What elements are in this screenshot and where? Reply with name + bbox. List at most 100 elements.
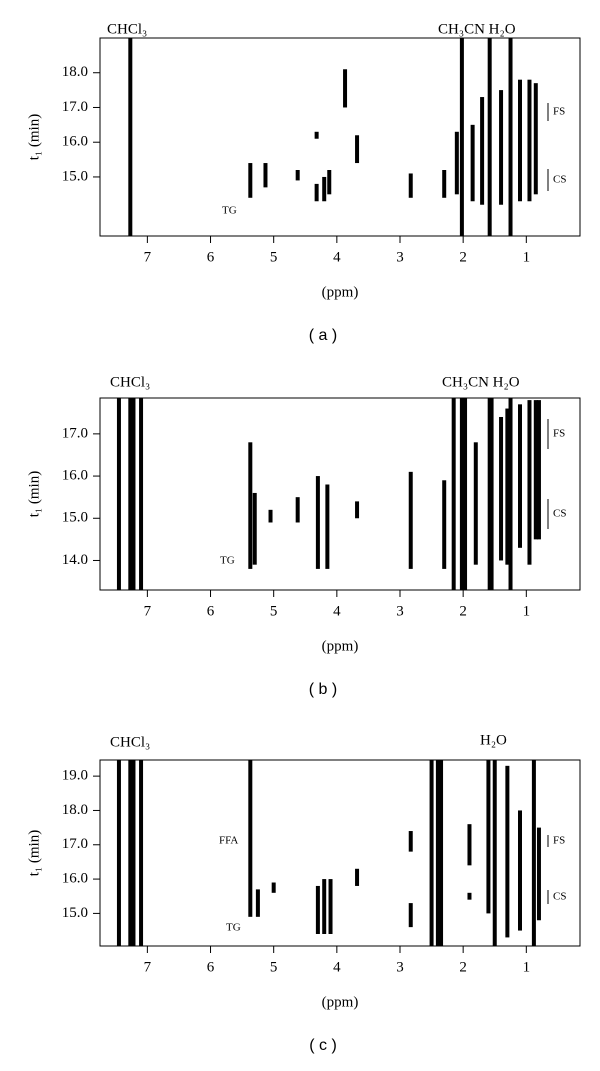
contour-signal: [459, 38, 464, 236]
x-tick-label: 7: [144, 249, 152, 265]
x-tick-label: 6: [207, 603, 215, 619]
y-tick-label: 17.0: [62, 99, 88, 115]
contour-signal: [533, 83, 538, 195]
contour-signal: [451, 398, 456, 590]
x-axis-label: (ppm): [322, 284, 359, 300]
contour-signal: [314, 131, 319, 139]
panel-caption: ( c ): [309, 1037, 337, 1054]
contour-signal: [271, 882, 276, 893]
contour-signal: [315, 885, 320, 934]
contour-signal: [255, 889, 260, 917]
contour-signal: [518, 79, 522, 202]
contour-signal: [527, 79, 532, 202]
contour-signal: [518, 810, 522, 931]
contour-signal: [408, 831, 413, 852]
contour-signal: [408, 471, 413, 569]
contour-signal: [355, 868, 360, 886]
contour-signal: [486, 760, 491, 914]
contour-signal: [459, 398, 464, 590]
contour-signal: [315, 476, 320, 569]
x-tick-label: 5: [270, 249, 278, 265]
contour-signal: [328, 879, 333, 934]
contour-signal: [343, 69, 348, 108]
y-tick-label: 18.0: [62, 64, 88, 80]
contour-signal: [536, 827, 541, 921]
x-tick-label: 7: [144, 603, 152, 619]
contour-signal: [467, 892, 472, 900]
x-tick-label: 3: [396, 249, 404, 265]
x-tick-label: 4: [333, 249, 341, 265]
y-tick-label: 17.0: [62, 836, 88, 852]
contour-signal: [489, 398, 494, 590]
panel-caption: ( a ): [309, 327, 337, 344]
contour-signal: [499, 90, 504, 205]
annotation: CS: [553, 508, 566, 520]
x-tick-label: 1: [523, 249, 531, 265]
contour-signal: [263, 163, 268, 188]
contour-signal: [116, 760, 121, 946]
contour-signal: [487, 38, 492, 236]
annotation: FFA: [219, 835, 238, 847]
x-axis-label: (ppm): [322, 994, 359, 1010]
x-tick-label: 2: [459, 249, 467, 265]
annotation: FS: [553, 106, 565, 118]
y-tick-label: 16.0: [62, 134, 88, 150]
contour-signal: [435, 760, 440, 946]
contour-signal: [480, 97, 485, 205]
annotation: CS: [553, 891, 566, 903]
y-tick-label: 19.0: [62, 768, 88, 784]
contour-signal: [408, 903, 413, 928]
peak-label: CHCl₃: [107, 21, 147, 37]
x-axis-label: (ppm): [322, 638, 359, 654]
y-axis-label: t₁ (min): [26, 830, 42, 876]
contour-signal: [248, 442, 253, 569]
contour-signal: [248, 760, 253, 917]
contour-signal: [429, 760, 434, 946]
contour-signal: [467, 824, 472, 866]
contour-signal: [473, 442, 478, 565]
x-tick-label: 7: [144, 959, 152, 975]
contour-signal: [408, 173, 413, 198]
contour-signal: [355, 501, 360, 519]
y-axis-label: t₁ (min): [26, 471, 42, 517]
peak-label: CHCl₃: [110, 734, 150, 750]
y-tick-label: 16.0: [62, 871, 88, 887]
peak-label: CHCl₃: [110, 374, 150, 390]
x-tick-label: 2: [459, 603, 467, 619]
contour-signal: [470, 124, 475, 202]
x-tick-label: 6: [207, 959, 215, 975]
contour-signal: [505, 765, 510, 938]
contour-signal: [492, 760, 497, 946]
contour-signal: [295, 170, 300, 181]
annotation: FS: [553, 428, 565, 440]
contour-signal: [131, 760, 136, 946]
contour-signal: [322, 176, 327, 202]
plot-frame: [99, 759, 581, 947]
x-tick-label: 6: [207, 249, 215, 265]
contour-signal: [442, 480, 447, 569]
contour-signal: [442, 170, 447, 198]
annotation: CS: [553, 174, 566, 186]
contour-signal: [505, 408, 510, 565]
x-tick-label: 1: [523, 959, 531, 975]
contour-signal: [116, 398, 121, 590]
contour-signal: [518, 404, 522, 548]
peak-label: CH₃CN H₂O: [442, 374, 520, 390]
x-tick-label: 4: [333, 603, 341, 619]
x-tick-label: 5: [270, 603, 278, 619]
contour-signal: [454, 131, 459, 195]
contour-signal: [314, 183, 319, 202]
y-tick-label: 17.0: [62, 425, 88, 441]
x-tick-label: 3: [396, 959, 404, 975]
y-tick-label: 18.0: [62, 802, 88, 818]
contour-signal: [295, 497, 300, 523]
contour-signal: [536, 400, 541, 540]
y-tick-label: 15.0: [62, 905, 88, 921]
contour-signal: [327, 170, 332, 195]
contour-signal: [252, 492, 257, 565]
plot-frame: [99, 37, 581, 237]
x-tick-label: 1: [523, 603, 531, 619]
annotation: FS: [553, 835, 565, 847]
y-tick-label: 14.0: [62, 552, 88, 568]
y-tick-label: 16.0: [62, 468, 88, 484]
